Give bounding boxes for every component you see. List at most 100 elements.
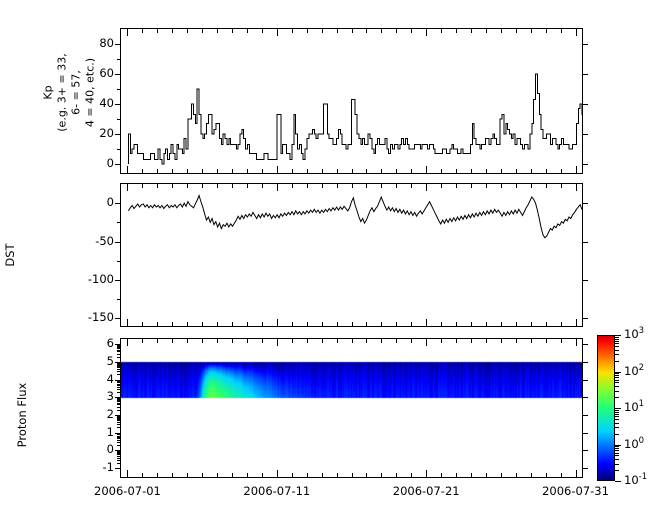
dst-y-minor-tick [117,299,120,300]
kp-x-tick-top [546,29,547,33]
pf-y-tick-mark-right [583,450,588,451]
dst-y-tick-mark [115,280,120,281]
pf-y-minor-tick [117,387,120,388]
pf-y-tick-mark-right [583,433,588,434]
dst-y-minor-tick [117,222,120,223]
kp-x-tick-top [172,29,173,33]
pf-x-tick-bottom [307,473,308,477]
pf-y-minor-tick [117,389,120,390]
kp-x-tick-top [486,29,487,33]
colorbar-gradient [597,335,615,481]
kp-x-tick-bottom [576,166,577,173]
kp-x-tick-top [366,29,367,33]
pf-x-tick-top [352,339,353,343]
kp-x-tick-bottom [172,169,173,173]
dst-y-tick-mark-right [583,242,588,243]
kp-axis-label-line-1: Kp [41,85,55,100]
kp-x-tick-bottom [142,169,143,173]
colorbar-tick-mark [615,372,621,373]
dst-x-tick-bottom [322,322,323,326]
dst-y-tick-mark-right [583,280,588,281]
pf-y-tick-mark [115,433,120,434]
dst-x-tick-top [516,184,517,188]
pf-y-minor-tick [117,436,120,437]
pf-y-minor-tick [117,438,120,439]
colorbar-minor-tick [615,343,619,344]
pf-x-tick-top [217,339,218,343]
dst-x-tick-bottom [142,322,143,326]
pf-y-minor-tick [117,345,120,346]
kp-plot-panel [120,28,583,174]
dst-x-tick-bottom [561,322,562,326]
kp-x-tick-bottom [187,169,188,173]
kp-x-tick-top [202,29,203,33]
pf-x-tick-top [486,339,487,343]
pf-x-tick-top [247,339,248,343]
dst-x-tick-bottom [426,319,427,326]
pf-y-tick-mark-right [583,380,588,381]
x-axis-tick-label: 2006-07-31 [542,484,609,498]
pf-y-minor-tick [117,442,120,443]
pf-y-minor-tick [117,374,120,375]
dst-x-tick-bottom [531,322,532,326]
pf-x-tick-bottom [516,473,517,477]
dst-x-tick-bottom [366,322,367,326]
pf-x-tick-top [411,339,412,343]
dst-x-tick-top [157,184,158,188]
kp-x-tick-bottom [322,169,323,173]
colorbar-minor-tick [615,414,619,415]
dst-x-tick-top [352,184,353,188]
pf-y-minor-tick [117,419,120,420]
proton-flux-plot-panel [120,338,583,478]
pf-y-minor-tick [117,407,120,408]
colorbar-minor-tick [615,382,619,383]
dst-x-tick-top [142,184,143,188]
colorbar-minor-tick [615,427,619,428]
colorbar-minor-tick [615,446,619,447]
dst-y-tick-mark-right [583,203,588,204]
kp-y-minor-tick [117,89,120,90]
pf-y-minor-tick [117,424,120,425]
colorbar-tick-label: 103 [624,326,645,341]
pf-x-tick-top [531,339,532,343]
dst-x-tick-top [202,184,203,188]
pf-y-minor-tick [117,347,120,348]
pf-y-minor-tick [117,381,120,382]
pf-y-minor-tick [117,440,120,441]
kp-x-tick-top [232,29,233,33]
pf-y-tick-label: 3 [106,389,114,404]
kp-x-tick-top [471,29,472,33]
kp-x-tick-bottom [157,169,158,173]
pf-x-tick-top [516,339,517,343]
pf-y-minor-tick [117,384,120,385]
colorbar-minor-tick [615,373,619,374]
dst-x-tick-top [396,184,397,188]
kp-x-tick-top [292,29,293,33]
pf-y-minor-tick [117,363,120,364]
dst-x-tick-bottom [381,322,382,326]
kp-y-tick-mark-right [583,74,588,75]
dst-x-tick-top [456,184,457,188]
kp-x-tick-bottom [546,169,547,173]
pf-y-minor-tick [117,400,120,401]
colorbar-minor-tick [615,416,619,417]
pf-y-minor-tick [117,452,120,453]
kp-x-tick-top [322,29,323,33]
colorbar-tick-mark [615,481,621,482]
colorbar-minor-tick [615,464,619,465]
dst-x-tick-bottom [172,322,173,326]
x-axis-tick-label: 2006-07-01 [94,484,161,498]
pf-y-minor-tick [117,371,120,372]
pf-x-tick-bottom [232,473,233,477]
dst-x-tick-bottom [247,322,248,326]
pf-x-tick-bottom [441,473,442,477]
colorbar-minor-tick [615,377,619,378]
pf-y-minor-tick [117,456,120,457]
kp-x-tick-top [441,29,442,33]
kp-x-tick-bottom [127,166,128,173]
pf-x-tick-top [471,339,472,343]
colorbar-minor-tick [615,354,619,355]
kp-y-tick-mark-right [583,44,588,45]
kp-x-tick-bottom [292,169,293,173]
pf-x-tick-top [456,339,457,343]
